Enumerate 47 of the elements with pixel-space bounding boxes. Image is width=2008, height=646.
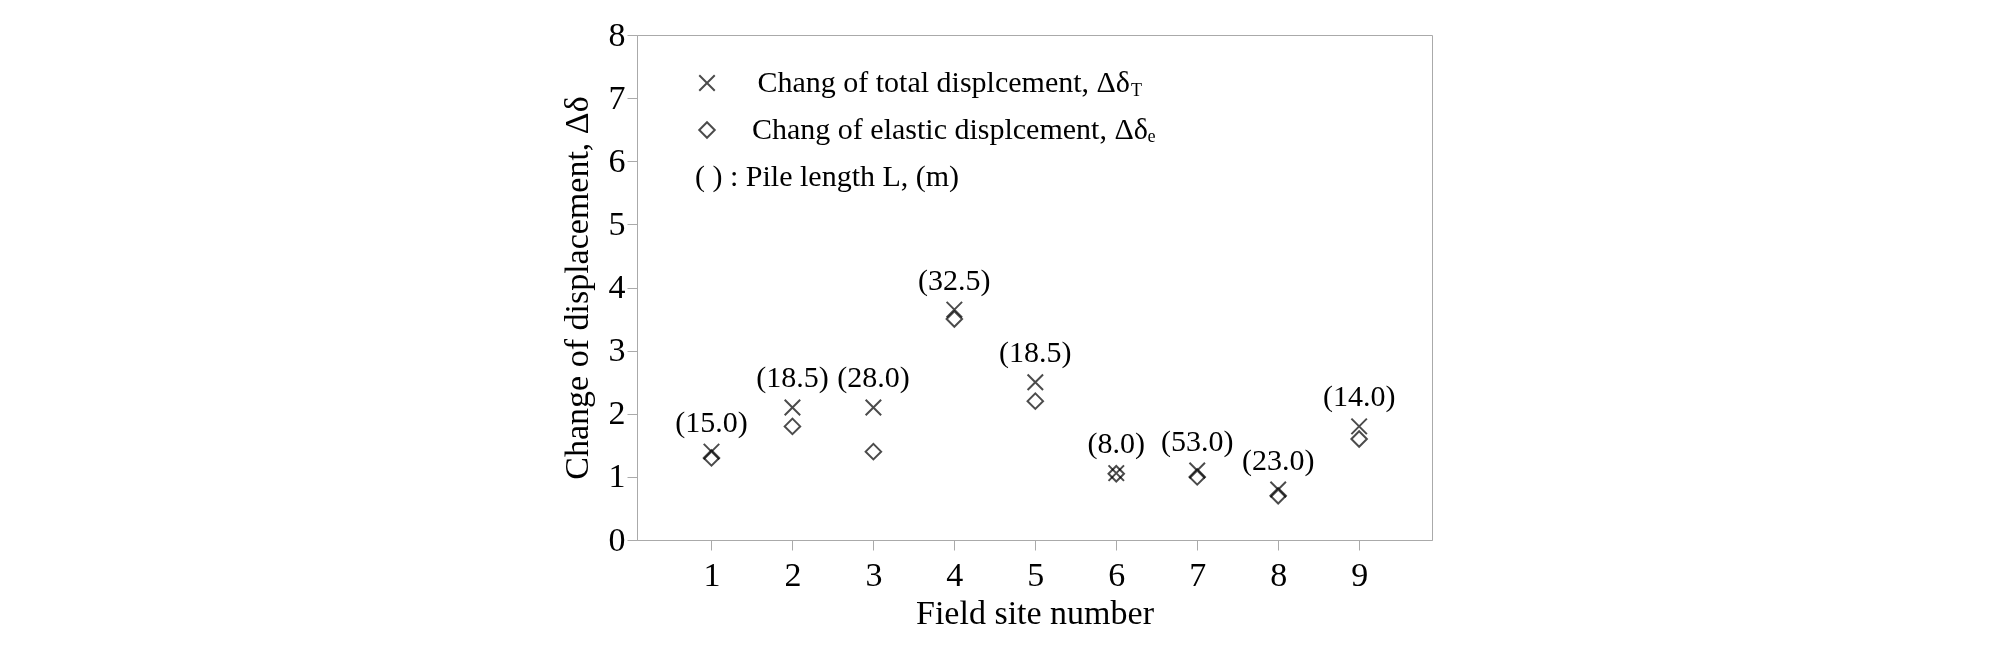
x-tick-label: 2 bbox=[784, 555, 802, 593]
legend-label: Chang of elastic displcement, Δδₑ bbox=[752, 112, 1156, 145]
annotation: ( ) : Pile length L, (m) bbox=[695, 159, 960, 193]
y-tick-label: 3 bbox=[608, 331, 626, 369]
annotation: (18.5) bbox=[999, 335, 1072, 370]
point bbox=[1350, 430, 1368, 448]
annotation: (23.0) bbox=[1241, 442, 1315, 477]
y-tick-label: 4 bbox=[608, 268, 626, 305]
annotation: (8.0) bbox=[1087, 426, 1146, 461]
y-tick-label: 8 bbox=[608, 15, 626, 53]
x-tick-label: 4 bbox=[946, 555, 964, 593]
point bbox=[1350, 417, 1368, 436]
y-tick-label: 6 bbox=[608, 141, 626, 179]
point bbox=[864, 398, 883, 417]
y-tick-label: 2 bbox=[608, 394, 626, 432]
x-tick-label: 5 bbox=[1027, 555, 1045, 593]
point bbox=[1026, 373, 1045, 391]
x-tick-label: 7 bbox=[1189, 555, 1207, 593]
x-tick-label: 3 bbox=[865, 555, 883, 593]
y-tick-label: 7 bbox=[608, 78, 626, 116]
annotation: (18.5) bbox=[756, 360, 829, 395]
point bbox=[702, 449, 721, 467]
point bbox=[783, 398, 802, 417]
x-tick-label: 1 bbox=[703, 555, 721, 593]
x-axis-title: Field site number bbox=[916, 593, 1155, 631]
x-tick-label: 9 bbox=[1351, 555, 1369, 593]
point bbox=[1026, 392, 1045, 410]
point bbox=[702, 442, 721, 461]
point bbox=[783, 417, 802, 436]
annotation: (15.0) bbox=[675, 404, 748, 439]
point bbox=[1188, 461, 1206, 480]
point bbox=[1269, 480, 1287, 499]
point bbox=[1188, 468, 1206, 486]
x-tick-label: 6 bbox=[1108, 555, 1126, 593]
annotation: (32.5) bbox=[918, 262, 991, 297]
annotation: (28.0) bbox=[837, 360, 910, 395]
annotation: (53.0) bbox=[1160, 423, 1234, 458]
y-tick-label: 5 bbox=[608, 204, 626, 242]
y-tick-label: 1 bbox=[608, 457, 626, 495]
y-tick-label: 0 bbox=[608, 520, 626, 558]
annotation: (14.0) bbox=[1322, 379, 1396, 414]
x-tick-label: 8 bbox=[1270, 555, 1288, 593]
point bbox=[864, 442, 883, 461]
point bbox=[945, 300, 964, 319]
y-axis-title: Change of displacement, Δδ bbox=[557, 96, 595, 480]
point bbox=[945, 310, 964, 328]
point bbox=[1269, 487, 1287, 505]
